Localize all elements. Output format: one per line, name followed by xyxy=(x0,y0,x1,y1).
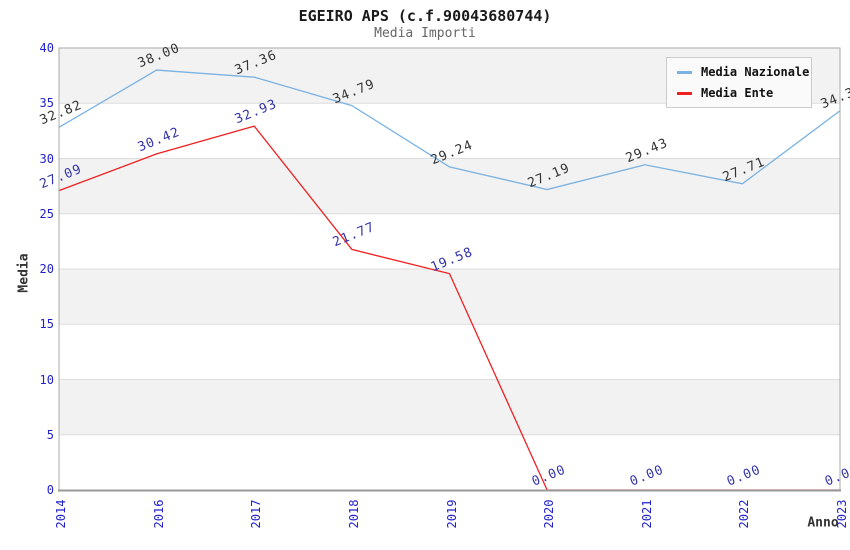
x-tick-label: 2022 xyxy=(737,499,752,529)
x-tick-label: 2019 xyxy=(444,499,459,529)
x-tick-label: 2021 xyxy=(639,499,654,529)
legend-item-media-ente: Media Ente xyxy=(677,86,801,100)
grid-band xyxy=(59,213,840,269)
x-tick-label: 2023 xyxy=(835,499,849,529)
legend-item-media-nazionale: Media Nazionale xyxy=(677,65,809,79)
legend-line-swatch-nazionale xyxy=(677,70,692,74)
y-axis-title: Media xyxy=(16,253,32,293)
series-line-media-nazionale xyxy=(58,69,841,191)
x-tick-label: 2018 xyxy=(346,499,361,529)
legend-label: Media Nazionale xyxy=(701,65,810,79)
x-tick-label: 2016 xyxy=(151,499,166,529)
chart-title: EGEIRO APS (c.f.90043680744) xyxy=(298,7,552,25)
legend-label: Media Ente xyxy=(701,86,774,100)
legend: Media Nazionale Media Ente xyxy=(666,57,812,108)
grid-band xyxy=(59,158,840,214)
y-tick-label: 10 xyxy=(39,372,54,387)
legend-line-swatch-ente xyxy=(677,91,692,95)
y-tick-label: 20 xyxy=(39,262,54,276)
grid-band xyxy=(59,103,840,159)
x-tick-label: 2014 xyxy=(54,499,68,529)
chart-subtitle: Media Importi xyxy=(374,26,476,41)
y-tick-label: 15 xyxy=(39,317,54,332)
y-tick-label: 5 xyxy=(46,427,54,442)
grid-band xyxy=(59,269,840,325)
x-tick-label: 2020 xyxy=(542,499,557,529)
y-tick-label: 35 xyxy=(39,96,54,111)
grid-band xyxy=(59,434,840,490)
y-tick-label: 0 xyxy=(46,483,54,497)
y-tick-label: 25 xyxy=(39,206,54,221)
y-tick-label: 30 xyxy=(39,151,54,166)
x-tick-label: 2017 xyxy=(249,499,264,529)
grid-band xyxy=(59,379,840,435)
x-axis-title: Anno xyxy=(807,515,839,531)
y-tick-label: 40 xyxy=(39,41,54,55)
grid-band xyxy=(59,324,840,380)
